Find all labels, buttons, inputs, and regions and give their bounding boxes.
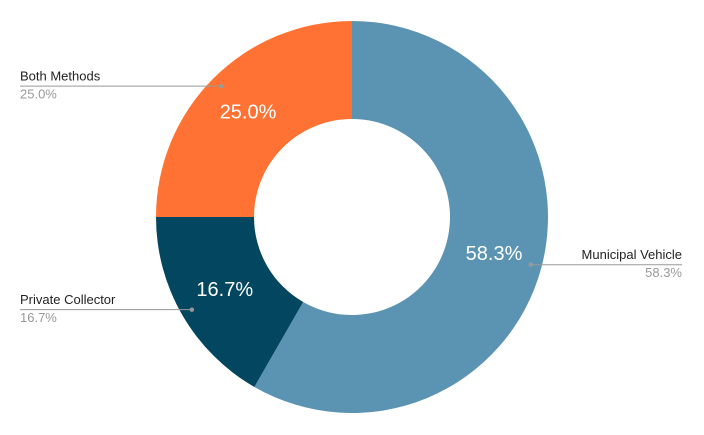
slice: [156, 217, 304, 387]
slice: [254, 21, 548, 413]
legend-label: Private Collector: [20, 292, 116, 307]
legend-value: 58.3%: [645, 265, 682, 280]
data-label: 16.7%: [196, 279, 253, 301]
leader-dot: [218, 83, 224, 89]
leader-dot: [189, 307, 195, 312]
legend-value: 25.0%: [20, 87, 57, 102]
leader-dot: [528, 262, 533, 267]
legend-label: Municipal Vehicle: [582, 247, 682, 262]
data-label: 25.0%: [220, 101, 277, 123]
data-label: 58.3%: [466, 243, 523, 265]
legend-value: 16.7%: [20, 310, 57, 325]
legend-label: Both Methods: [20, 69, 101, 84]
slice: [156, 21, 352, 217]
